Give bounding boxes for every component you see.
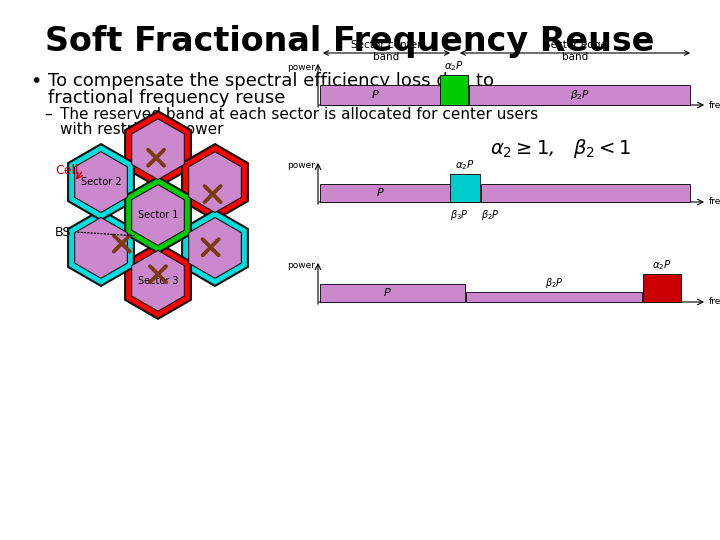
Text: fractional frequency reuse: fractional frequency reuse (48, 89, 285, 107)
Polygon shape (182, 144, 248, 220)
Text: P: P (372, 90, 379, 100)
Text: $\alpha_2 P$: $\alpha_2 P$ (455, 158, 475, 172)
Polygon shape (125, 111, 191, 187)
Text: $\beta_2 P$: $\beta_2 P$ (570, 88, 590, 102)
Polygon shape (125, 243, 191, 319)
Polygon shape (125, 177, 191, 253)
Polygon shape (189, 152, 241, 213)
Text: power: power (287, 261, 315, 271)
Text: $\beta_2 P$: $\beta_2 P$ (544, 276, 563, 290)
Text: $\beta_2 P$: $\beta_2 P$ (481, 208, 500, 222)
Polygon shape (132, 185, 184, 245)
Bar (320, 284, 465, 302)
Text: Sector center
band: Sector center band (351, 40, 422, 63)
Polygon shape (182, 210, 248, 286)
Text: $\alpha_2 \geq 1$,   $\beta_2 < 1$: $\alpha_2 \geq 1$, $\beta_2 < 1$ (490, 137, 631, 160)
Text: –: – (44, 107, 52, 122)
Bar (466, 292, 642, 302)
Text: with restricted power: with restricted power (60, 122, 223, 137)
Bar (320, 184, 450, 202)
Bar (450, 174, 480, 202)
Polygon shape (68, 144, 134, 220)
Polygon shape (68, 210, 134, 286)
Polygon shape (189, 218, 241, 278)
Bar (643, 274, 681, 302)
Text: frequency: frequency (709, 100, 720, 110)
Text: P: P (384, 288, 391, 298)
Polygon shape (75, 152, 127, 213)
Text: Sector 2: Sector 2 (81, 177, 121, 187)
Polygon shape (132, 251, 184, 311)
Text: $\beta_3 P$: $\beta_3 P$ (450, 208, 469, 222)
Text: To compensate the spectral efficiency loss due to: To compensate the spectral efficiency lo… (48, 72, 494, 90)
Text: Sector 3: Sector 3 (138, 276, 179, 286)
Text: •: • (30, 72, 41, 91)
Text: power: power (287, 161, 315, 171)
Polygon shape (75, 218, 127, 278)
Text: $\alpha_2 P$: $\alpha_2 P$ (652, 258, 672, 272)
Text: P: P (377, 188, 383, 198)
Text: The reserved band at each sector is allocated for center users: The reserved band at each sector is allo… (60, 107, 539, 122)
Text: Cell: Cell (55, 164, 78, 177)
Text: power: power (287, 63, 315, 71)
Text: Sector 1: Sector 1 (138, 210, 179, 220)
Text: frequency: frequency (709, 298, 720, 307)
Text: $\alpha_2 P$: $\alpha_2 P$ (444, 59, 464, 73)
Polygon shape (132, 119, 184, 180)
Bar (481, 184, 690, 202)
Bar (320, 85, 440, 105)
Text: BS: BS (55, 226, 71, 239)
Text: Soft Fractional Frequency Reuse: Soft Fractional Frequency Reuse (45, 25, 654, 58)
Bar (440, 75, 468, 105)
Text: frequency: frequency (709, 198, 720, 206)
Bar (469, 85, 690, 105)
Text: Sector edge
band: Sector edge band (544, 40, 606, 63)
